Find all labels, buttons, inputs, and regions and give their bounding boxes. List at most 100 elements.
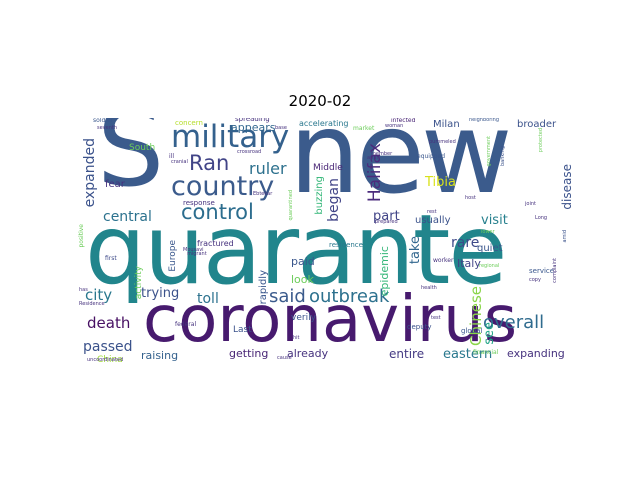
word-last: Last — [233, 325, 252, 335]
word-rapidly: rapidly — [258, 270, 269, 305]
word-city: city — [85, 286, 113, 304]
word-quarante: quarante — [85, 194, 507, 306]
word-infected: infected — [391, 118, 416, 124]
word-said: said — [269, 286, 306, 307]
word-epidemic: epidemic — [378, 246, 391, 297]
word-disease: disease — [560, 164, 574, 210]
word-broader: broader — [517, 119, 557, 130]
word-cranial: cranial — [171, 159, 188, 165]
word-affair: affair — [367, 155, 381, 161]
word-financial: financial — [473, 349, 499, 356]
word-rest: rest — [427, 209, 437, 215]
word-neighboring: neighboring — [469, 118, 499, 123]
word-regional: regional — [479, 263, 500, 269]
word-overall: overall — [483, 312, 545, 333]
word-member: member — [371, 151, 393, 157]
word-pummeled: pummeled — [429, 139, 456, 145]
word-control: control — [181, 200, 254, 224]
word-joint: joint — [525, 201, 536, 207]
word-raising: raising — [141, 349, 179, 362]
word-positive: positive — [78, 224, 85, 248]
word-banking: banking — [500, 146, 506, 167]
word-appears: appears — [231, 121, 276, 134]
word-prepared: prepared — [375, 219, 398, 225]
word-copy: copy — [529, 277, 541, 283]
word-buzzing: buzzing — [314, 176, 325, 215]
word-uncoordinated: uncoordinated — [87, 357, 124, 363]
word-federal: federal — [175, 321, 197, 328]
word-ran: Ran — [189, 151, 230, 175]
word-response: response — [183, 199, 215, 207]
word-south: South — [129, 143, 156, 153]
word-worker: worker — [433, 257, 454, 264]
word-lower: lower — [481, 229, 495, 235]
word-long: Long — [535, 215, 548, 221]
word-middle: Middle — [313, 163, 343, 173]
word-s: S — [97, 118, 165, 210]
word-amid: amid — [562, 230, 568, 243]
word-central: central — [103, 209, 152, 225]
word-ebtekar: Ebtekar — [253, 191, 273, 197]
word-getting: getting — [229, 347, 269, 360]
word-fear: fear — [105, 179, 125, 190]
word-activity: activity — [134, 266, 144, 300]
word-europe: Europe — [168, 240, 178, 272]
word-spreading: spreading — [235, 118, 270, 123]
word-military: military — [171, 119, 290, 155]
word-host: host — [465, 195, 476, 201]
word-market: market — [353, 125, 375, 132]
word-expanding: expanding — [507, 347, 565, 360]
word-tibia: Tibia — [425, 175, 456, 190]
word-ruler: ruler — [249, 159, 287, 178]
word-deputy: deputy — [407, 323, 432, 331]
word-service: service — [529, 267, 555, 275]
word-migrant: migrant — [187, 251, 207, 257]
word-already: already — [287, 347, 329, 360]
word-milan: Milan — [433, 119, 460, 130]
word-residence: residence — [329, 241, 363, 249]
word-expanded: expanded — [82, 138, 98, 208]
word-entire: entire — [389, 347, 425, 361]
word-take: take — [408, 236, 423, 265]
word-rare: rare — [451, 235, 480, 251]
word-cause: cause — [277, 355, 292, 361]
word-usually: usually — [415, 215, 451, 226]
word-crossroad: crossroad — [237, 149, 262, 155]
word-see: see — [482, 322, 497, 345]
word-toll: toll — [197, 291, 219, 307]
word-health: health — [421, 285, 437, 291]
word-quarantined: quarantined — [288, 190, 294, 221]
word-new: new — [289, 118, 512, 219]
word-first: first — [105, 255, 117, 262]
word-china: China — [97, 355, 123, 365]
word-accelerating: accelerating — [299, 119, 349, 128]
word-government: government — [486, 136, 492, 167]
word-global: global — [461, 327, 483, 335]
word-ill: ill — [169, 153, 175, 160]
word-trying: trying — [141, 286, 180, 301]
word-mousavi: Mousavi — [183, 247, 204, 253]
word-equipped: equipped — [417, 153, 446, 160]
word-italy: Italy — [457, 257, 481, 270]
word-look: look — [291, 273, 314, 286]
word-fractured: fractured — [197, 239, 234, 248]
word-coronavirus: coronavirus — [143, 283, 518, 357]
word-test: test — [431, 315, 441, 321]
word-hit: hit — [293, 335, 300, 341]
word-death: death — [87, 314, 131, 332]
word-country: country — [171, 171, 275, 202]
word-cloud: new quarante coronavirus S military coun… — [77, 118, 574, 367]
word-base: base — [275, 125, 287, 131]
word-eastern: eastern — [443, 347, 493, 362]
word-soldier: soldier — [93, 118, 114, 124]
word-residence-2: Residence — [79, 301, 105, 307]
word-seventh: seventh — [97, 125, 118, 131]
word-has: has — [79, 287, 88, 293]
word-verily: verily — [291, 313, 316, 323]
word-concern: concern — [175, 119, 203, 127]
word-visit: visit — [481, 213, 508, 228]
word-paid: paid — [291, 255, 315, 268]
word-passed: passed — [83, 339, 133, 355]
word-quiet: quiet — [477, 243, 503, 254]
figure-title: 2020-02 — [288, 92, 352, 110]
